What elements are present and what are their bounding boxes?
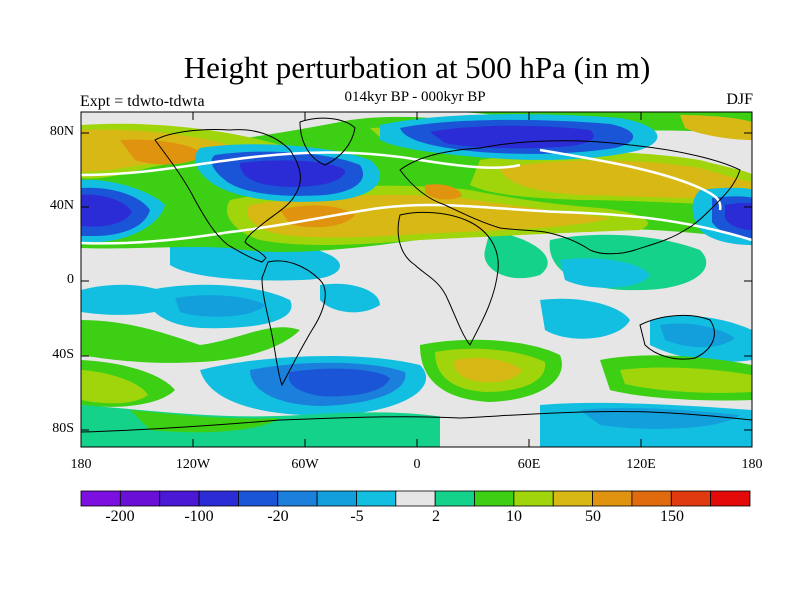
colorbar-label: -100 — [184, 508, 214, 525]
colorbar-label: -200 — [105, 508, 135, 525]
plot-subtitle: 014kyr BP - 000kyr BP — [344, 89, 486, 105]
field-patch — [560, 258, 650, 288]
colorbar-label: 2 — [432, 508, 440, 525]
colorbar-box — [710, 490, 751, 507]
colorbar-box — [277, 490, 318, 507]
colorbar-box — [316, 490, 357, 507]
field-patch — [240, 160, 345, 187]
experiment-label: Expt = tdwto-tdwta — [80, 93, 205, 110]
colorbar-box — [159, 490, 200, 507]
field-patch — [660, 323, 735, 348]
coastline-antarctica — [81, 411, 752, 433]
zero-contour — [81, 151, 521, 177]
lat-label-80n: 80N — [49, 124, 74, 139]
lon-label-60w: 60W — [291, 457, 319, 472]
field-patch — [725, 203, 752, 230]
lat-label-40n: 40N — [49, 198, 74, 213]
colorbar-box — [238, 490, 279, 507]
field-patch — [246, 194, 610, 238]
lat-label-40s: 40S — [52, 347, 74, 362]
field-patch — [680, 115, 752, 140]
colorbar-box — [198, 490, 239, 507]
field-patch — [484, 230, 548, 279]
field-patch — [440, 412, 540, 447]
field-patch — [430, 125, 594, 149]
lon-label-180w: 180 — [70, 457, 92, 472]
colorbar-box — [552, 490, 593, 507]
lon-label-180e: 180 — [741, 457, 763, 472]
lon-label-0: 0 — [413, 457, 421, 472]
colorbar-label: 10 — [506, 508, 522, 525]
colorbar-box — [395, 490, 436, 507]
lon-label-60e: 60E — [517, 457, 541, 472]
coastline-australia — [639, 315, 715, 360]
field-patch — [580, 407, 740, 429]
coastlines — [81, 117, 752, 433]
field-patch — [81, 320, 300, 363]
field-patch — [540, 298, 630, 339]
field-patch — [81, 194, 132, 227]
colorbar — [80, 490, 751, 507]
colorbar-box — [356, 490, 397, 507]
colorbar-box — [592, 490, 633, 507]
field-patch — [175, 295, 265, 317]
height-field — [81, 112, 752, 447]
field-patch — [81, 370, 148, 404]
colorbar-label: 150 — [660, 508, 684, 525]
colorbar-label: 50 — [585, 508, 601, 525]
field-patch — [130, 410, 280, 433]
field-patch — [620, 367, 752, 393]
coastline-south-america — [261, 260, 326, 387]
lon-label-120w: 120W — [175, 457, 211, 472]
lat-ticks — [81, 132, 752, 431]
colorbar-box — [434, 490, 475, 507]
colorbar-box — [80, 490, 121, 507]
colorbar-box — [631, 490, 672, 507]
colorbar-label: -20 — [267, 508, 289, 525]
colorbar-label: -5 — [350, 508, 364, 525]
lon-label-120e: 120E — [626, 457, 656, 472]
season-label: DJF — [726, 91, 753, 108]
plot-title: Height perturbation at 500 hPa (in m) — [183, 50, 651, 85]
colorbar-box — [119, 490, 161, 507]
colorbar-box — [513, 490, 554, 507]
coastline-north-america — [154, 129, 301, 263]
field-patch — [120, 139, 205, 165]
lon-ticks — [80, 112, 753, 447]
zero-contour — [81, 203, 752, 245]
coastline-eurasia — [399, 140, 741, 255]
colorbar-box — [474, 490, 515, 507]
field-patch — [288, 368, 390, 397]
coastline-greenland — [299, 117, 356, 166]
colorbar-box — [670, 490, 712, 507]
zero-contour — [539, 148, 722, 211]
field-patch — [454, 358, 522, 383]
coastline-africa — [397, 211, 499, 346]
field-patch — [425, 184, 462, 200]
lat-label-eq: 0 — [67, 272, 74, 287]
field-patch — [320, 283, 380, 313]
lat-label-80s: 80S — [52, 421, 74, 436]
field-patch — [500, 160, 752, 199]
